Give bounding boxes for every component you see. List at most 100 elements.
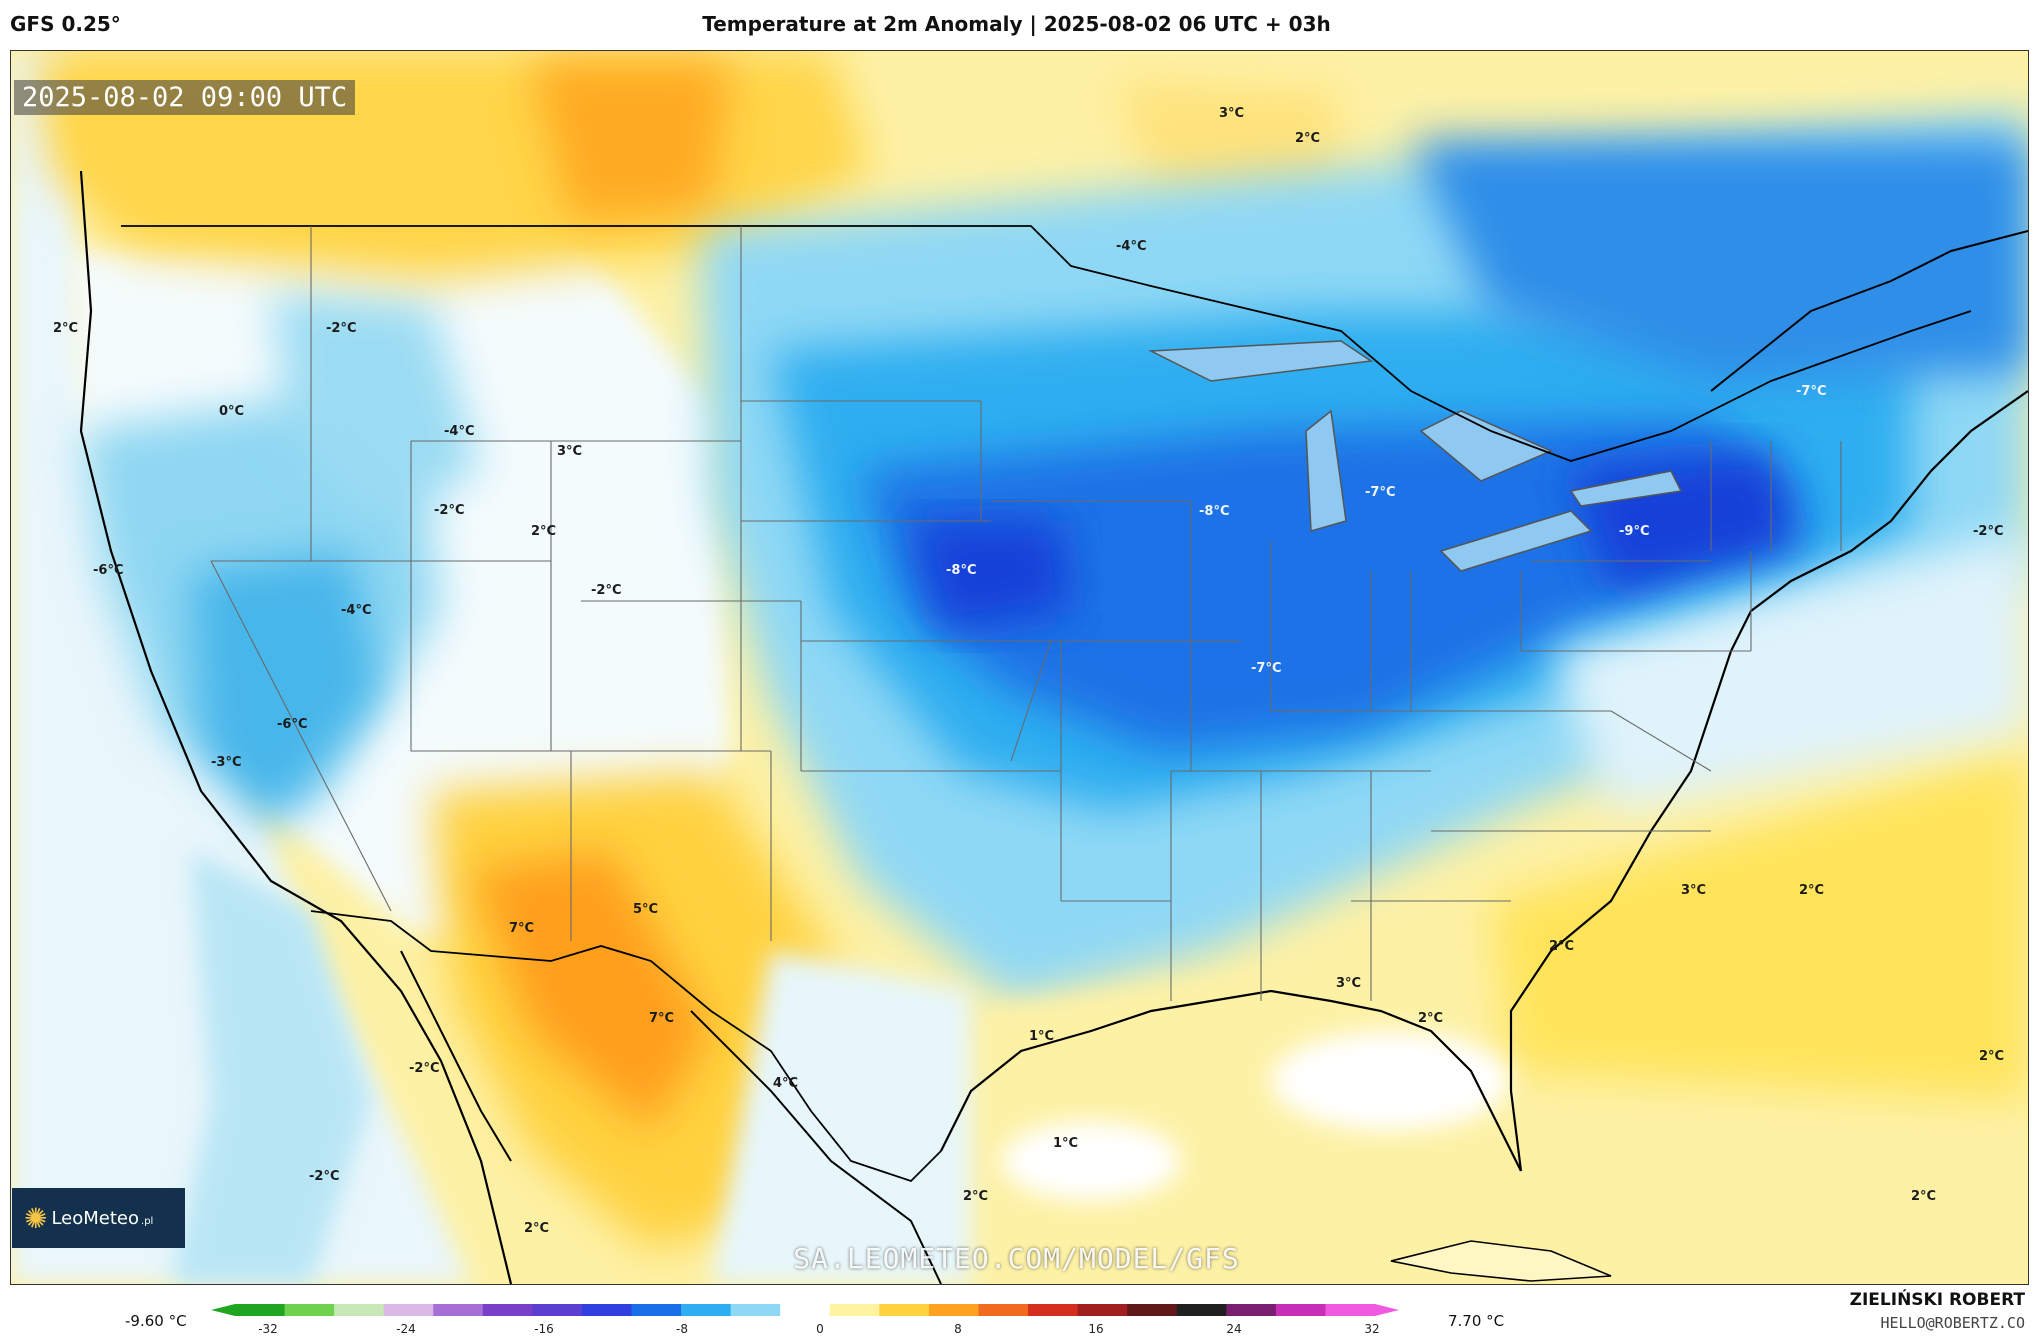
legend-tick: -8: [676, 1322, 688, 1336]
logo-text: LeoMeteo: [51, 1207, 140, 1229]
anomaly-label: -9°C: [1619, 524, 1650, 539]
lake-huron: [1419, 410, 1553, 482]
color-scale-bar: [211, 1304, 1399, 1316]
pacific-field: [11, 51, 471, 1284]
legend-color-swatch: [631, 1304, 682, 1316]
legend-tick: 24: [1226, 1322, 1242, 1336]
legend-color-swatch: [1226, 1304, 1277, 1316]
anomaly-label: 0°C: [219, 404, 245, 419]
anomaly-label: 3°C: [557, 444, 583, 459]
pacific-coastline: [79, 170, 513, 1284]
idaho-cool: [271, 291, 481, 521]
lake-superior: [1148, 340, 1374, 382]
legend-color-swatch: [879, 1304, 930, 1316]
pacific-cool-patch: [171, 851, 371, 1284]
valid-time-badge: 2025-08-02 09:00 UTC: [14, 80, 356, 115]
legend-tick: -24: [396, 1322, 416, 1336]
atlantic-coastline: [1509, 390, 2028, 1172]
legend-color-swatch: [482, 1304, 533, 1316]
anomaly-label: 1°C: [1029, 1029, 1055, 1044]
anomaly-label: 2°C: [1799, 883, 1825, 898]
anomaly-label: -2°C: [326, 321, 357, 336]
anomaly-label: 2°C: [531, 524, 557, 539]
anomaly-label: -7°C: [1251, 661, 1282, 676]
anomaly-label: 2°C: [1979, 1049, 2005, 1064]
author-email[interactable]: HELLO@ROBERTZ.CO: [1880, 1314, 2026, 1332]
legend-max-value: 7.70 °C: [1448, 1312, 1505, 1330]
mexico-neutral: [711, 951, 971, 1284]
anomaly-label: 5°C: [633, 902, 659, 917]
southwest-warm-core: [471, 851, 711, 1131]
anomaly-label: -2°C: [309, 1169, 340, 1184]
legend-tick: -16: [534, 1322, 554, 1336]
legend-color-swatch: [1077, 1304, 1128, 1316]
anomaly-label: -7°C: [1365, 485, 1396, 500]
legend-color-swatch: [581, 1304, 633, 1316]
legend-color-swatch: [383, 1304, 434, 1316]
legend-tick: 0: [816, 1322, 824, 1336]
legend-min-value: -9.60 °C: [125, 1312, 187, 1330]
legend-color-swatch: [1325, 1304, 1376, 1316]
logo-suffix: .pl: [141, 1215, 154, 1227]
anomaly-label: -2°C: [409, 1061, 440, 1076]
midwest-cold-core: [861, 421, 1811, 751]
anomaly-label: -3°C: [211, 755, 242, 770]
us-canada-border: [121, 225, 1972, 462]
legend-tick: 16: [1088, 1322, 1104, 1336]
anomaly-label: 2°C: [524, 1221, 550, 1236]
legend-color-swatch: [284, 1304, 335, 1316]
legend-max-arrow: [1375, 1304, 1399, 1316]
anomaly-label: 2°C: [1418, 1011, 1444, 1026]
legend-color-swatch: [730, 1304, 781, 1316]
legend-tick: 32: [1364, 1322, 1380, 1336]
state-borders: [210, 226, 1842, 1001]
legend-color-swatch: [780, 1304, 831, 1316]
atlantic-warm: [1491, 751, 2028, 1101]
cuba: [1390, 1240, 1612, 1282]
watermark-url: SA.LEOMETEO.COM/MODEL/GFS: [793, 1242, 1240, 1275]
anomaly-label: 2°C: [1295, 131, 1321, 146]
anomaly-label: -2°C: [434, 503, 465, 518]
anomaly-label: 1°C: [1053, 1136, 1079, 1151]
gulf-coastline: [940, 989, 1522, 1172]
canada-warm-core: [531, 61, 731, 221]
anomaly-label: 4°C: [773, 1076, 799, 1091]
nebraska-cold-core: [911, 521, 1071, 631]
anomaly-label: 2°C: [53, 321, 79, 336]
anomaly-label: -4°C: [444, 424, 475, 439]
legend-min-arrow: [211, 1304, 235, 1316]
gulf-neutral-patch: [1001, 1121, 1181, 1201]
anomaly-label: 2°C: [1549, 939, 1575, 954]
legend-color-swatch: [829, 1304, 880, 1316]
anomaly-label: 2°C: [1911, 1189, 1937, 1204]
sun-icon: ✺: [24, 1201, 48, 1235]
leometeo-logo[interactable]: ✺ LeoMeteo .pl: [12, 1188, 185, 1248]
legend-tick: 8: [954, 1322, 962, 1336]
lake-erie: [1439, 510, 1593, 572]
us-mexico-border: [310, 910, 942, 1183]
anomaly-label: -4°C: [1116, 239, 1147, 254]
legend-color-swatch: [1275, 1304, 1326, 1316]
legend-color-swatch: [978, 1304, 1029, 1316]
anomaly-label: 2°C: [963, 1189, 989, 1204]
anomaly-label: 7°C: [509, 921, 535, 936]
legend-color-swatch: [681, 1304, 732, 1316]
legend-color-swatch: [235, 1304, 286, 1316]
sierra-cool-core: [191, 551, 381, 831]
legend-color-swatch: [928, 1304, 979, 1316]
lake-ontario: [1569, 470, 1683, 507]
legend-color-swatch: [1127, 1304, 1178, 1316]
anomaly-label: 3°C: [1681, 883, 1707, 898]
legend-color-swatch: [1176, 1304, 1227, 1316]
anomaly-label: -6°C: [277, 717, 308, 732]
map-panel[interactable]: 3°C 2°C -4°C 2°C -2°C 0°C -4°C 3°C -2°C …: [10, 50, 2029, 1285]
legend-color-swatch: [334, 1304, 385, 1316]
author-credit: ZIELIŃSKI ROBERT: [1849, 1290, 2025, 1310]
gulf-neutral-patch-2: [1271, 1031, 1511, 1131]
page-title: Temperature at 2m Anomaly | 2025-08-02 0…: [702, 12, 1331, 36]
anomaly-label: 3°C: [1219, 106, 1245, 121]
legend-tick: -32: [258, 1322, 278, 1336]
anomaly-label: -8°C: [1199, 504, 1230, 519]
legend-color-swatch: [1028, 1304, 1079, 1316]
anomaly-label: -7°C: [1796, 384, 1827, 399]
